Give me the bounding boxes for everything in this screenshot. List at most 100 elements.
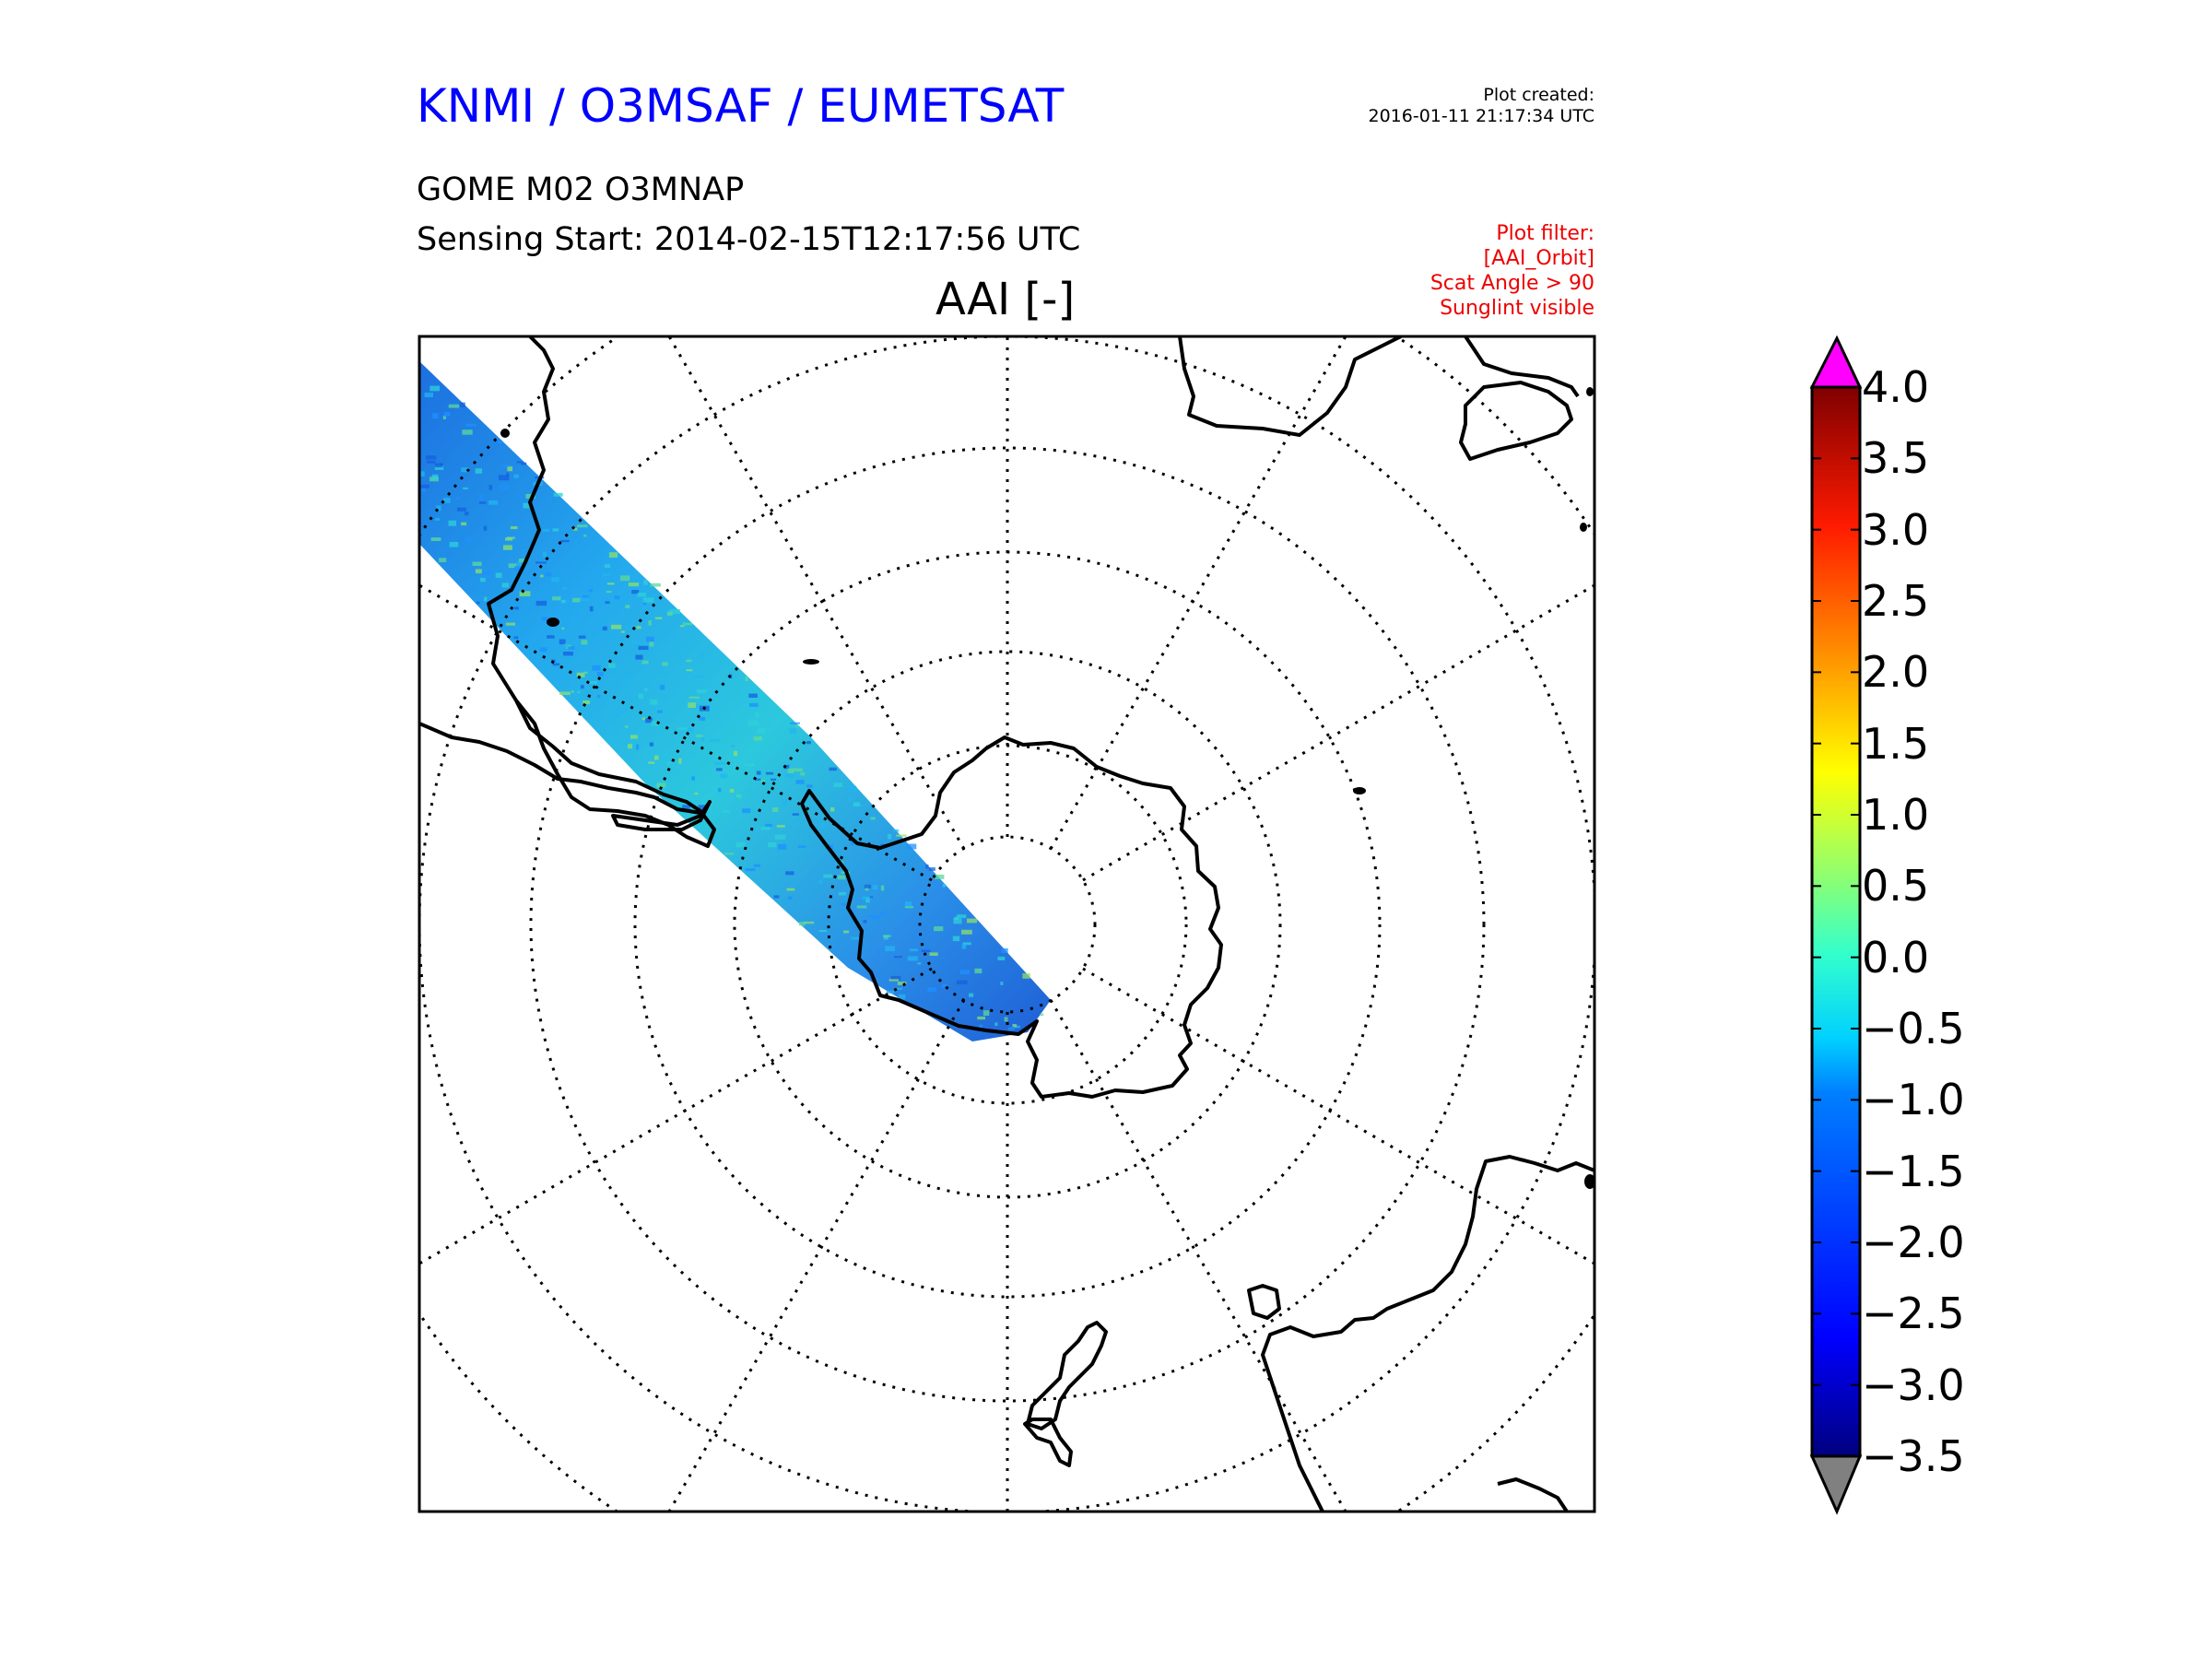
swath-pixel — [867, 914, 877, 917]
map-title: AAI [-] — [935, 274, 1076, 325]
swath-pixel — [432, 413, 439, 419]
swath-pixel — [994, 1022, 998, 1027]
swath-pixel — [929, 952, 938, 956]
swath-pixel — [851, 936, 861, 940]
swath-pixel — [753, 864, 761, 867]
swath-pixel — [680, 625, 685, 628]
swath-pixel — [783, 764, 790, 770]
swath-pixel — [519, 591, 531, 597]
swath-pixel — [869, 896, 874, 899]
plot-filter-line: [AAI_Orbit] — [1483, 247, 1594, 270]
swath-pixel — [745, 763, 755, 767]
swath-pixel — [1001, 947, 1008, 953]
colorbar-tick-label: −2.5 — [1862, 1288, 1965, 1339]
swath-pixel — [893, 987, 903, 990]
plot-filter-line: Plot filter: — [1496, 222, 1594, 245]
swath-pixel — [540, 574, 544, 578]
swath-pixel — [484, 596, 488, 602]
swath-pixel — [904, 906, 913, 909]
swath-pixel — [917, 935, 923, 938]
plot-filter: Plot filter: [AAI_Orbit] Scat Angle > 90… — [1430, 221, 1594, 321]
swath-pixel — [525, 493, 535, 499]
swath-pixel — [688, 696, 700, 699]
swath-pixel — [638, 645, 649, 651]
swath-pixel — [850, 841, 854, 846]
swath-pixel — [581, 640, 588, 645]
swath-pixel — [629, 641, 641, 644]
swath-pixel — [419, 484, 429, 488]
swath-pixel — [863, 920, 867, 924]
swath-pixel — [909, 948, 918, 952]
swath-pixel — [582, 595, 589, 600]
colorbar-tick-label: 1.0 — [1862, 790, 1930, 840]
swath-pixel — [426, 455, 437, 460]
swath-pixel — [653, 755, 659, 760]
swath-pixel — [503, 545, 512, 550]
plot-filter-line: Sunglint visible — [1440, 297, 1594, 320]
swath-pixel — [495, 572, 502, 578]
swath-pixel — [552, 663, 560, 666]
swath-pixel — [756, 771, 761, 775]
swath-pixel — [885, 946, 895, 951]
colorbar-under-triangle — [1809, 1454, 1863, 1515]
swath-pixel — [897, 982, 907, 985]
swath-pixel — [572, 597, 581, 603]
swath-pixel — [516, 461, 524, 464]
swath-pixel — [650, 699, 658, 705]
swath-pixel — [580, 685, 584, 689]
swath-pixel — [582, 700, 590, 705]
sensing-start: Sensing Start: 2014-02-15T12:17:56 UTC — [417, 221, 1081, 258]
swath-pixel — [890, 976, 901, 982]
swath-pixel — [592, 665, 601, 671]
swath-pixel — [696, 689, 707, 694]
swath-pixel — [480, 577, 486, 582]
colorbar-tick-label: −1.5 — [1862, 1146, 1965, 1196]
swath-pixel — [517, 493, 521, 498]
swath-pixel — [921, 949, 931, 952]
swath-pixel — [643, 580, 648, 585]
swath-pixel — [631, 590, 640, 594]
swath-pixel — [498, 440, 502, 444]
swath-pixel — [513, 606, 519, 610]
swath-pixel — [883, 935, 891, 937]
swath-pixel — [457, 507, 466, 512]
swath-pixel — [465, 537, 473, 542]
swath-pixel — [682, 805, 690, 810]
swath-pixel — [700, 653, 705, 657]
swath-pixel — [927, 987, 936, 993]
swath-pixel — [588, 589, 593, 593]
swath-pixel — [625, 725, 629, 728]
swath-pixel — [880, 885, 885, 891]
colorbar-tick-label: −3.5 — [1862, 1431, 1965, 1481]
swath-pixel — [749, 702, 759, 707]
swath-pixel — [436, 505, 441, 512]
swath-pixel — [870, 817, 876, 820]
swath-pixel — [606, 582, 615, 585]
swath-pixel — [488, 500, 498, 505]
swath-pixel — [747, 720, 759, 726]
swath-pixel — [934, 874, 945, 879]
swath-pixel — [886, 990, 895, 994]
swath-pixel — [731, 744, 735, 747]
swath-pixel — [637, 593, 646, 597]
swath-pixel — [465, 423, 477, 427]
swath-pixel — [607, 663, 616, 668]
swath-pixel — [621, 678, 629, 682]
swath-pixel — [1004, 1017, 1008, 1022]
swath-pixel — [657, 710, 663, 713]
swath-pixel — [906, 843, 917, 850]
swath-pixel — [793, 768, 803, 771]
swath-pixel — [765, 823, 772, 827]
swath-pixel — [818, 930, 828, 933]
swath-pixel — [501, 582, 510, 588]
plot-created-time: 2016-01-11 21:17:34 UTC — [1368, 106, 1595, 126]
swath-pixel — [619, 575, 630, 582]
swath-pixel — [505, 622, 515, 626]
swath-pixel — [1040, 1013, 1044, 1017]
swath-pixel — [572, 527, 578, 531]
swath-pixel — [583, 535, 587, 537]
swath-pixel — [499, 484, 511, 490]
swath-pixel — [818, 822, 825, 829]
swath-pixel — [619, 709, 625, 713]
